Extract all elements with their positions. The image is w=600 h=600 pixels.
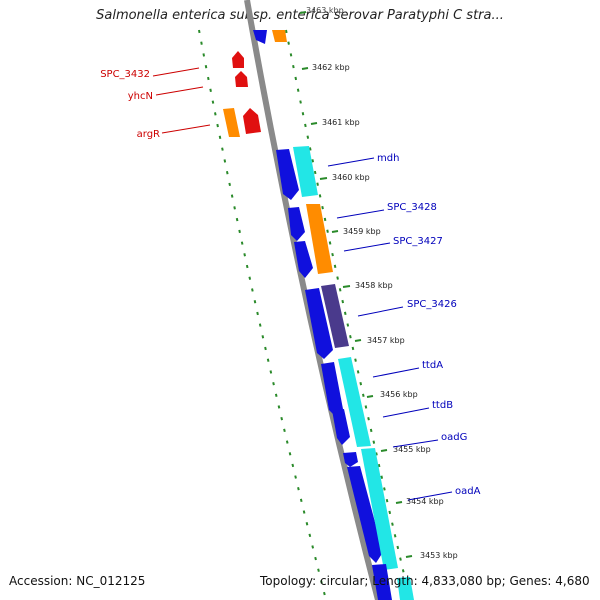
gene-label-ttda: ttdA: [422, 360, 443, 371]
tick-label: 3455 kbp: [393, 445, 431, 454]
leader-line-yhcn: [155, 86, 204, 96]
tick-label: 3461 kbp: [322, 118, 360, 127]
tick-mark: [331, 230, 339, 233]
tick-mark: [405, 555, 413, 558]
tick-mark: [319, 177, 328, 180]
tick-label: 3463 kbp: [306, 6, 344, 15]
gene-spc3428-blue: [288, 207, 305, 241]
leader-line-spc3432: [152, 67, 200, 77]
gene-label-ttdb: ttdB: [432, 400, 453, 411]
tick-mark: [380, 449, 388, 452]
gene-oad-cyan: [361, 448, 398, 570]
leader-line-ttda: [372, 367, 420, 378]
gene-ttda-blue: [321, 362, 343, 416]
gene-bottom-blue: [372, 564, 392, 600]
tick-mark: [301, 67, 309, 70]
tick-label: 3454 kbp: [406, 497, 444, 506]
tick-label: 3458 kbp: [355, 281, 393, 290]
leader-line-mdh: [327, 157, 375, 167]
gene-label-spc3432: SPC_3432: [100, 69, 150, 80]
map-title: Salmonella enterica subsp. enterica sero…: [96, 8, 504, 23]
gene-ttdb-blue: [332, 409, 350, 445]
tick-label: 3457 kbp: [367, 336, 405, 345]
gene-label-spc3428: SPC_3428: [387, 202, 437, 213]
leader-line-oadg: [392, 439, 439, 448]
gene-mdh-blue: [276, 149, 299, 200]
gene-label-argr: argR: [137, 129, 160, 140]
gene-partial-top-orange: [272, 30, 287, 42]
genome-backbone: [244, 0, 381, 600]
leader-line-ttdb: [382, 407, 430, 418]
tick-mark: [299, 11, 307, 14]
leader-line-spc3426: [357, 306, 404, 317]
tick-label: 3460 kbp: [332, 173, 370, 182]
outer-dotted-circle: [285, 29, 411, 600]
gene-spc3427-blue: [294, 241, 313, 278]
gene-label-oada: oadA: [455, 486, 481, 497]
leader-line-oada: [407, 491, 453, 501]
gene-oada-blue: [347, 466, 383, 563]
leader-line-argr: [161, 124, 211, 134]
gene-label-spc3426: SPC_3426: [407, 299, 457, 310]
gene-spc3432-arrow: [232, 51, 244, 68]
gene-ttd-cyan: [338, 357, 371, 447]
tick-label: 3453 kbp: [420, 551, 458, 560]
accession-label: Accession: NC_012125: [9, 574, 146, 588]
tick-mark: [366, 395, 374, 398]
gene-label-oadg: oadG: [441, 432, 467, 443]
gene-partial-top-blue: [253, 30, 267, 44]
gene-label-yhcn: yhcN: [128, 91, 153, 102]
tick-label: 3459 kbp: [343, 227, 381, 236]
leader-line-spc3428: [336, 209, 385, 219]
genome-summary: Topology: circular; Length: 4,833,080 bp…: [260, 574, 590, 588]
tick-mark: [310, 122, 318, 125]
gene-argr-orange: [223, 108, 240, 137]
gene-yhcn-arrow: [235, 71, 248, 87]
leader-line-spc3427: [343, 242, 391, 252]
gene-argr-arrow: [243, 108, 261, 134]
tick-mark: [354, 339, 362, 342]
gene-oadg-blue: [343, 452, 358, 467]
gene-label-mdh: mdh: [377, 153, 399, 164]
tick-label: 3456 kbp: [380, 390, 418, 399]
tick-mark: [395, 501, 403, 504]
gene-mdh-cyan: [293, 146, 318, 197]
tick-mark: [342, 285, 351, 288]
gene-bottom-cyan: [397, 577, 414, 600]
gene-spc3427-orange: [306, 204, 333, 274]
gene-label-spc3427: SPC_3427: [393, 236, 443, 247]
tick-label: 3462 kbp: [312, 63, 350, 72]
gene-spc3426-blue: [305, 288, 333, 359]
gene-spc3426-purple: [321, 284, 349, 348]
